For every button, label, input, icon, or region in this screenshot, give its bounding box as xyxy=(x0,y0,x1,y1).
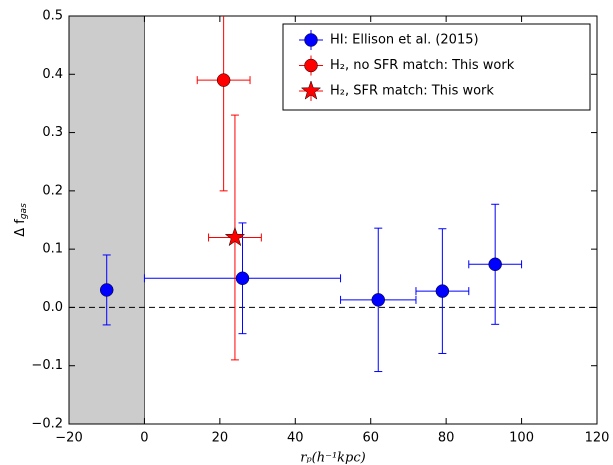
y-axis-label: Δ fgas xyxy=(13,203,29,237)
x-tick-label: 80 xyxy=(438,431,455,446)
legend-label: HI: Ellison et al. (2015) xyxy=(330,33,479,48)
legend-label: H₂, SFR match: This work xyxy=(330,84,494,99)
x-axis-label: rₚ(h⁻¹kpc) xyxy=(300,451,365,465)
error-bar-group xyxy=(196,16,251,192)
x-tick-label: 60 xyxy=(362,431,379,446)
legend-marker xyxy=(304,33,318,47)
legend-label: H₂, no SFR match: This work xyxy=(330,58,515,73)
y-tick-label: 0.5 xyxy=(42,9,63,24)
marker xyxy=(99,283,114,297)
y-tick-label: 0.4 xyxy=(42,67,63,82)
x-tick-label: 0 xyxy=(140,431,148,446)
y-axis-label-main: Δ f xyxy=(13,219,28,237)
y-tick-label: 0.0 xyxy=(42,300,63,315)
marker xyxy=(216,73,231,87)
marker xyxy=(371,293,386,307)
y-tick-label: −0.2 xyxy=(31,417,63,432)
x-tick-label: 40 xyxy=(287,431,304,446)
marker xyxy=(435,284,450,298)
x-tick-label: −20 xyxy=(55,431,82,446)
legend-marker xyxy=(304,58,318,73)
y-tick-label: 0.2 xyxy=(42,183,63,198)
marker xyxy=(224,226,246,247)
marker xyxy=(235,271,250,286)
plot-frame xyxy=(68,15,598,425)
y-tick-label: −0.1 xyxy=(31,358,63,373)
x-tick-label: 120 xyxy=(585,431,610,446)
legend-marker xyxy=(300,80,322,100)
legend-box xyxy=(282,23,591,111)
y-tick-label: 0.1 xyxy=(42,242,63,257)
x-tick-label: 20 xyxy=(212,431,229,446)
marker xyxy=(488,257,502,272)
shaded-region xyxy=(68,15,145,425)
x-tick-label: 100 xyxy=(509,431,534,446)
y-tick-label: 0.3 xyxy=(42,125,63,140)
y-axis-label-sub: gas xyxy=(19,203,29,219)
